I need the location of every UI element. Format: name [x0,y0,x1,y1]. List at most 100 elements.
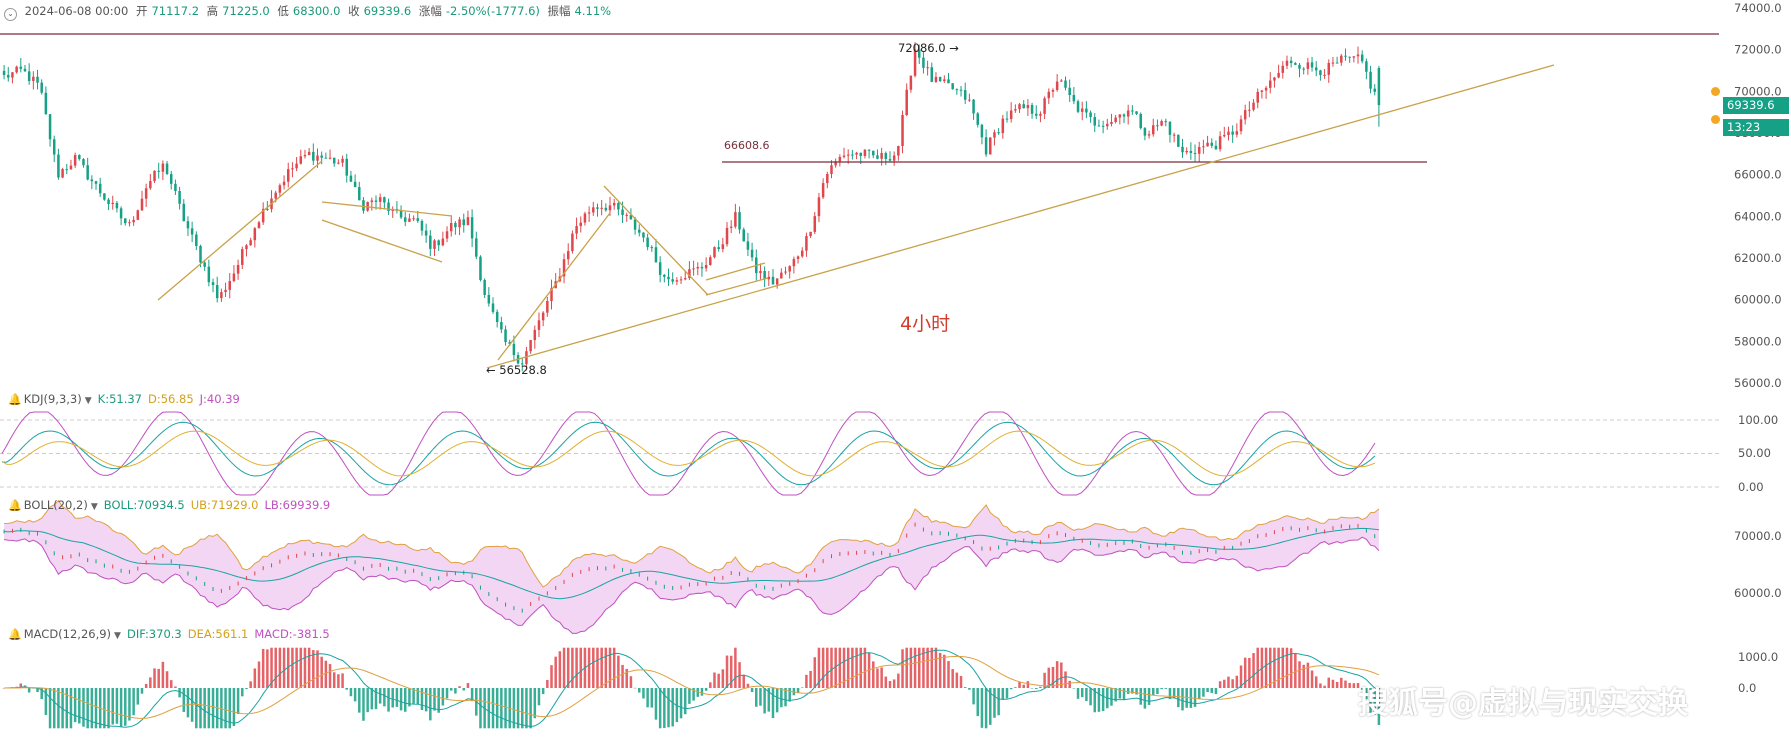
candle-body [1269,80,1272,88]
boll-legend[interactable]: 🔔 BOLL(20,2) ▼ BOLL:70934.5 UB:71929.0 LB:699… [8,498,330,512]
macd-histogram-bar [993,688,996,718]
price-axis[interactable]: 74000.072000.070000.068000.066000.064000… [1734,1,1782,695]
candle-body [709,257,712,265]
macd-histogram-bar [454,688,457,694]
candle-body [1106,123,1109,127]
chevron-down-icon[interactable]: ▼ [114,631,121,641]
candle-body [926,67,929,69]
macd-legend[interactable]: 🔔 MACD(12,26,9) ▼ DIF:370.3 DEA:561.1 MACD:-3… [8,627,330,641]
candle-body [968,99,971,101]
y-tick-label: 56000.0 [1734,376,1782,390]
macd-histogram-bar [78,688,81,724]
macd-histogram-bar [73,688,77,723]
collapse-icon[interactable]: ⌄ [4,8,17,21]
macd-histogram-bar [65,688,69,729]
chevron-down-icon[interactable]: ▼ [84,396,92,406]
macd-histogram-bar [1164,688,1168,689]
macd-histogram-bar [1089,688,1092,706]
candle-body [161,163,165,172]
macd-histogram-bar [1331,679,1335,688]
macd-histogram-bar [69,688,73,729]
macd-histogram-bar [2,688,6,689]
candle-body [1298,64,1301,69]
macd-histogram-bar [922,647,925,688]
macd-histogram-bar [266,649,269,688]
candle-body [688,269,691,279]
candle-body [1131,110,1134,112]
macd-histogram-bar [1206,688,1209,693]
macd-histogram-bar [1269,647,1272,688]
candle-body [7,74,10,78]
macd-histogram-bar [579,647,583,688]
candle-body [587,212,591,214]
macd-histogram-bar [851,647,854,688]
kdj-legend[interactable]: 🔔 KDJ(9,3,3) ▼ K:51.37 D:56.85 J:40.39 [8,392,240,406]
candle-body [930,67,934,82]
price-pane[interactable]: 66608.6 72086.0 → ← 56528.8 4小时 [0,33,1719,377]
candle-body [349,175,353,182]
candle-body [713,247,716,258]
candle-body [750,249,754,258]
macd-histogram-bar [600,647,603,688]
candle-body [199,245,202,263]
candle-body [65,169,69,171]
macd-histogram-bar [650,688,654,708]
candle-body [817,197,821,217]
macd-histogram-bar [596,647,599,688]
boll-mid: BOLL:70934.5 [103,498,185,512]
macd-histogram-bar [1193,688,1197,707]
macd-histogram-bar [424,688,428,712]
macd-dea-line [4,655,1380,719]
timeframe-label: 4小时 [900,313,950,335]
macd-histogram-bar [228,688,231,729]
macd-histogram-bar [458,686,461,688]
macd-histogram-bar [232,688,236,727]
macd-pane[interactable] [2,647,1381,729]
alert-bell-icon[interactable]: 🔔 [8,628,22,641]
macd-histogram-bar [495,688,499,729]
alert-bell-icon[interactable]: 🔔 [8,499,22,512]
macd-histogram-bar [140,688,144,694]
alert-bell-icon[interactable]: 🔔 [8,393,22,406]
alert-dot[interactable] [1711,87,1720,96]
decline-line [603,185,709,296]
candle-body [282,181,286,186]
macd-histogram-bar [621,664,624,688]
candle-body [884,152,888,160]
candle-body [897,145,900,156]
macd-histogram-bar [934,647,938,688]
candle-body [759,271,762,274]
macd-histogram-bar [997,688,1000,716]
macd-histogram-bar [729,655,733,688]
alert-dot[interactable] [1711,115,1720,124]
macd-histogram-bar [654,688,658,720]
candle-body [1060,80,1063,82]
macd-histogram-bar [94,688,98,729]
candle-body [1047,91,1051,99]
y-tick-label: 64000.0 [1734,209,1782,223]
bar-date: 2024-06-08 00:00 [24,4,129,18]
macd-histogram-bar [926,647,929,688]
macd-histogram-bar [713,672,716,688]
macd-histogram-bar [107,688,110,729]
candle-body [976,113,980,125]
macd-histogram-bar [679,688,683,719]
candle-body [1181,146,1184,153]
chevron-down-icon[interactable]: ▼ [90,502,98,512]
macd-histogram-bar [491,688,495,729]
candle-body [178,190,181,204]
macd-histogram-bar [500,688,503,729]
candle-body [445,231,449,239]
boll-lb-line [4,536,1380,634]
boll-pane[interactable] [3,499,1380,634]
candle-body [378,197,382,202]
macd-histogram-bar [115,688,119,724]
candle-body [658,262,662,275]
kdj-pane[interactable] [0,411,1719,496]
candle-body [286,169,290,182]
candle-body [1009,110,1013,120]
boll-tick-label: 70000.0 [1734,529,1782,543]
macd-histogram-bar [968,688,971,690]
macd-histogram-bar [1085,688,1088,702]
macd-histogram-bar [872,661,875,688]
